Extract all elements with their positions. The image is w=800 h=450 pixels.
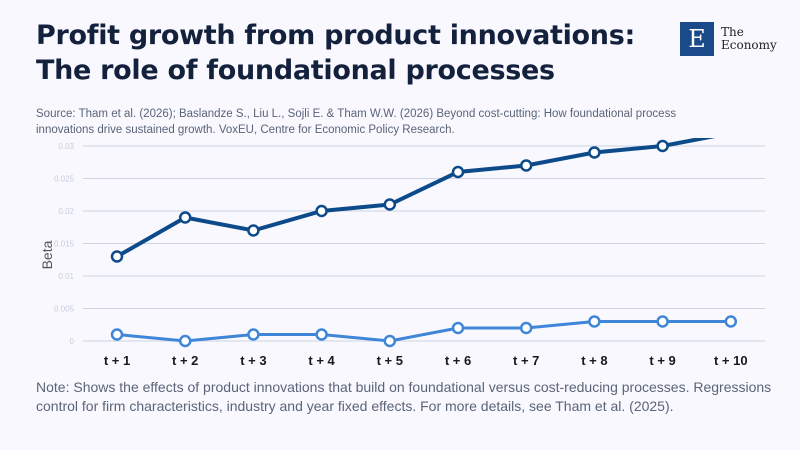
data-point	[656, 315, 669, 328]
y-tick-label: 0.015	[54, 240, 75, 249]
data-point	[724, 315, 738, 328]
page-title: Profit growth from product innovations: T…	[36, 18, 635, 88]
data-point	[315, 328, 328, 341]
data-point	[588, 146, 601, 159]
logo-line-2: Economy	[721, 38, 777, 52]
x-tick-label: t + 10	[714, 353, 748, 368]
x-tick-label: t + 5	[377, 353, 403, 368]
data-point	[383, 334, 397, 348]
data-point	[247, 224, 260, 237]
logo-line-1: The	[721, 25, 744, 39]
data-point	[451, 165, 465, 179]
series-2	[116, 320, 731, 343]
series-1	[116, 138, 716, 259]
data-point	[110, 250, 124, 263]
data-point	[247, 328, 260, 341]
y-tick-label: 0.03	[58, 142, 74, 151]
x-tick-label: t + 1	[104, 353, 130, 368]
y-axis-label: Beta	[39, 240, 55, 269]
x-tick-label: t + 2	[172, 353, 198, 368]
series-line	[116, 320, 731, 343]
x-tick-label: t + 8	[581, 353, 607, 368]
data-point	[383, 198, 397, 211]
data-point	[451, 321, 465, 335]
x-tick-label: t + 7	[513, 353, 539, 368]
x-tick-label: t + 9	[649, 353, 675, 368]
data-point	[656, 139, 669, 153]
data-point	[519, 321, 533, 335]
logo-mark: E	[680, 22, 714, 56]
data-point	[588, 315, 601, 328]
data-point	[519, 159, 533, 172]
x-tick-label: t + 6	[445, 353, 471, 368]
y-tick-label: 0.01	[58, 272, 74, 281]
the-economy-logo: E The Economy	[680, 22, 777, 56]
x-tick-label: t + 3	[240, 353, 266, 368]
y-tick-label: 0.025	[54, 175, 75, 184]
title-line-2: The role of foundational processes	[36, 55, 555, 86]
data-point	[110, 328, 124, 341]
series-line	[116, 138, 716, 259]
y-tick-label: 0.02	[58, 207, 74, 216]
source-text: Source: Tham et al. (2026); Baslandze S.…	[36, 108, 677, 136]
data-point	[178, 211, 192, 224]
data-point	[315, 204, 328, 218]
y-tick-label: 0	[70, 337, 75, 346]
y-tick-label: 0.005	[54, 305, 75, 314]
note-text: Note: Shows the effects of product innov…	[36, 379, 772, 414]
data-point	[178, 334, 192, 348]
x-tick-label: t + 4	[308, 353, 335, 368]
title-line-1: Profit growth from product innovations:	[36, 20, 635, 51]
